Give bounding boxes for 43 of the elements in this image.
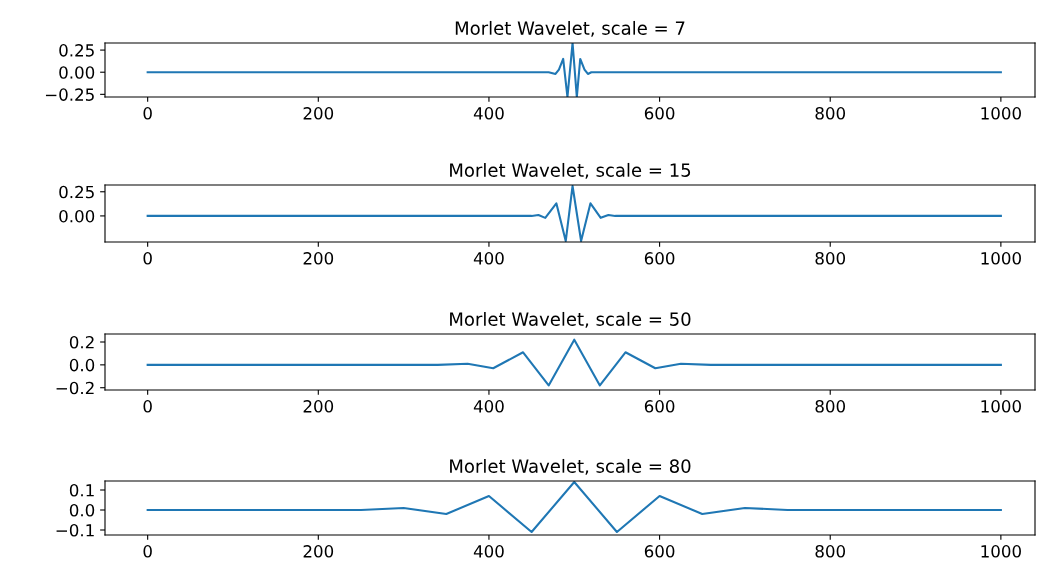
y-tick-label: 0.2 — [69, 335, 94, 349]
x-tick-label: 800 — [815, 252, 846, 265]
x-tick-label: 0 — [143, 107, 152, 120]
x-tick-label: 0 — [143, 545, 152, 558]
x-tick-label: 400 — [473, 107, 504, 120]
x-tick-label: 200 — [303, 252, 334, 265]
x-tick-label: 1000 — [981, 107, 1021, 120]
x-tick-label: 800 — [815, 545, 846, 558]
line-series — [146, 481, 1002, 534]
y-tick-label: 0.00 — [59, 66, 95, 79]
x-tick-label: 200 — [303, 545, 334, 558]
line-series — [146, 185, 1002, 242]
chart-title: Morlet Wavelet, scale = 15 — [450, 162, 691, 179]
chart-title: Morlet Wavelet, scale = 80 — [450, 458, 691, 475]
line-series — [146, 338, 1002, 387]
x-tick-label: 600 — [644, 545, 675, 558]
x-tick-label: 800 — [815, 400, 846, 413]
x-tick-label: 200 — [303, 400, 334, 413]
x-tick-label: 0 — [143, 400, 152, 413]
chart-title: Morlet Wavelet, scale = 50 — [450, 311, 691, 328]
x-tick-label: 600 — [644, 400, 675, 413]
x-tick-label: 1000 — [981, 545, 1021, 558]
y-tick-label: 0.25 — [59, 185, 94, 199]
x-tick-label: 0 — [143, 252, 152, 265]
x-tick-label: 1000 — [981, 400, 1021, 413]
y-tick-label: 0.0 — [69, 358, 95, 372]
x-tick-label: 200 — [303, 107, 334, 120]
x-tick-label: 600 — [644, 107, 675, 120]
x-tick-label: 400 — [473, 545, 504, 558]
x-tick-label: 1000 — [981, 252, 1021, 265]
x-tick-label: 800 — [815, 107, 846, 120]
x-tick-label: 600 — [644, 252, 675, 265]
y-tick-label: −0.2 — [56, 381, 94, 395]
y-tick-label: 0.0 — [69, 503, 95, 517]
x-tick-label: 400 — [473, 400, 504, 413]
y-tick-label: 0.25 — [59, 44, 94, 57]
y-tick-label: −0.1 — [56, 523, 94, 537]
y-tick-label: −0.25 — [45, 88, 94, 101]
y-tick-label: 0.00 — [59, 209, 95, 223]
chart-title: Morlet Wavelet, scale = 7 — [455, 20, 685, 37]
line-series — [146, 43, 1002, 97]
y-tick-label: 0.1 — [69, 483, 94, 497]
x-tick-label: 400 — [473, 252, 504, 265]
